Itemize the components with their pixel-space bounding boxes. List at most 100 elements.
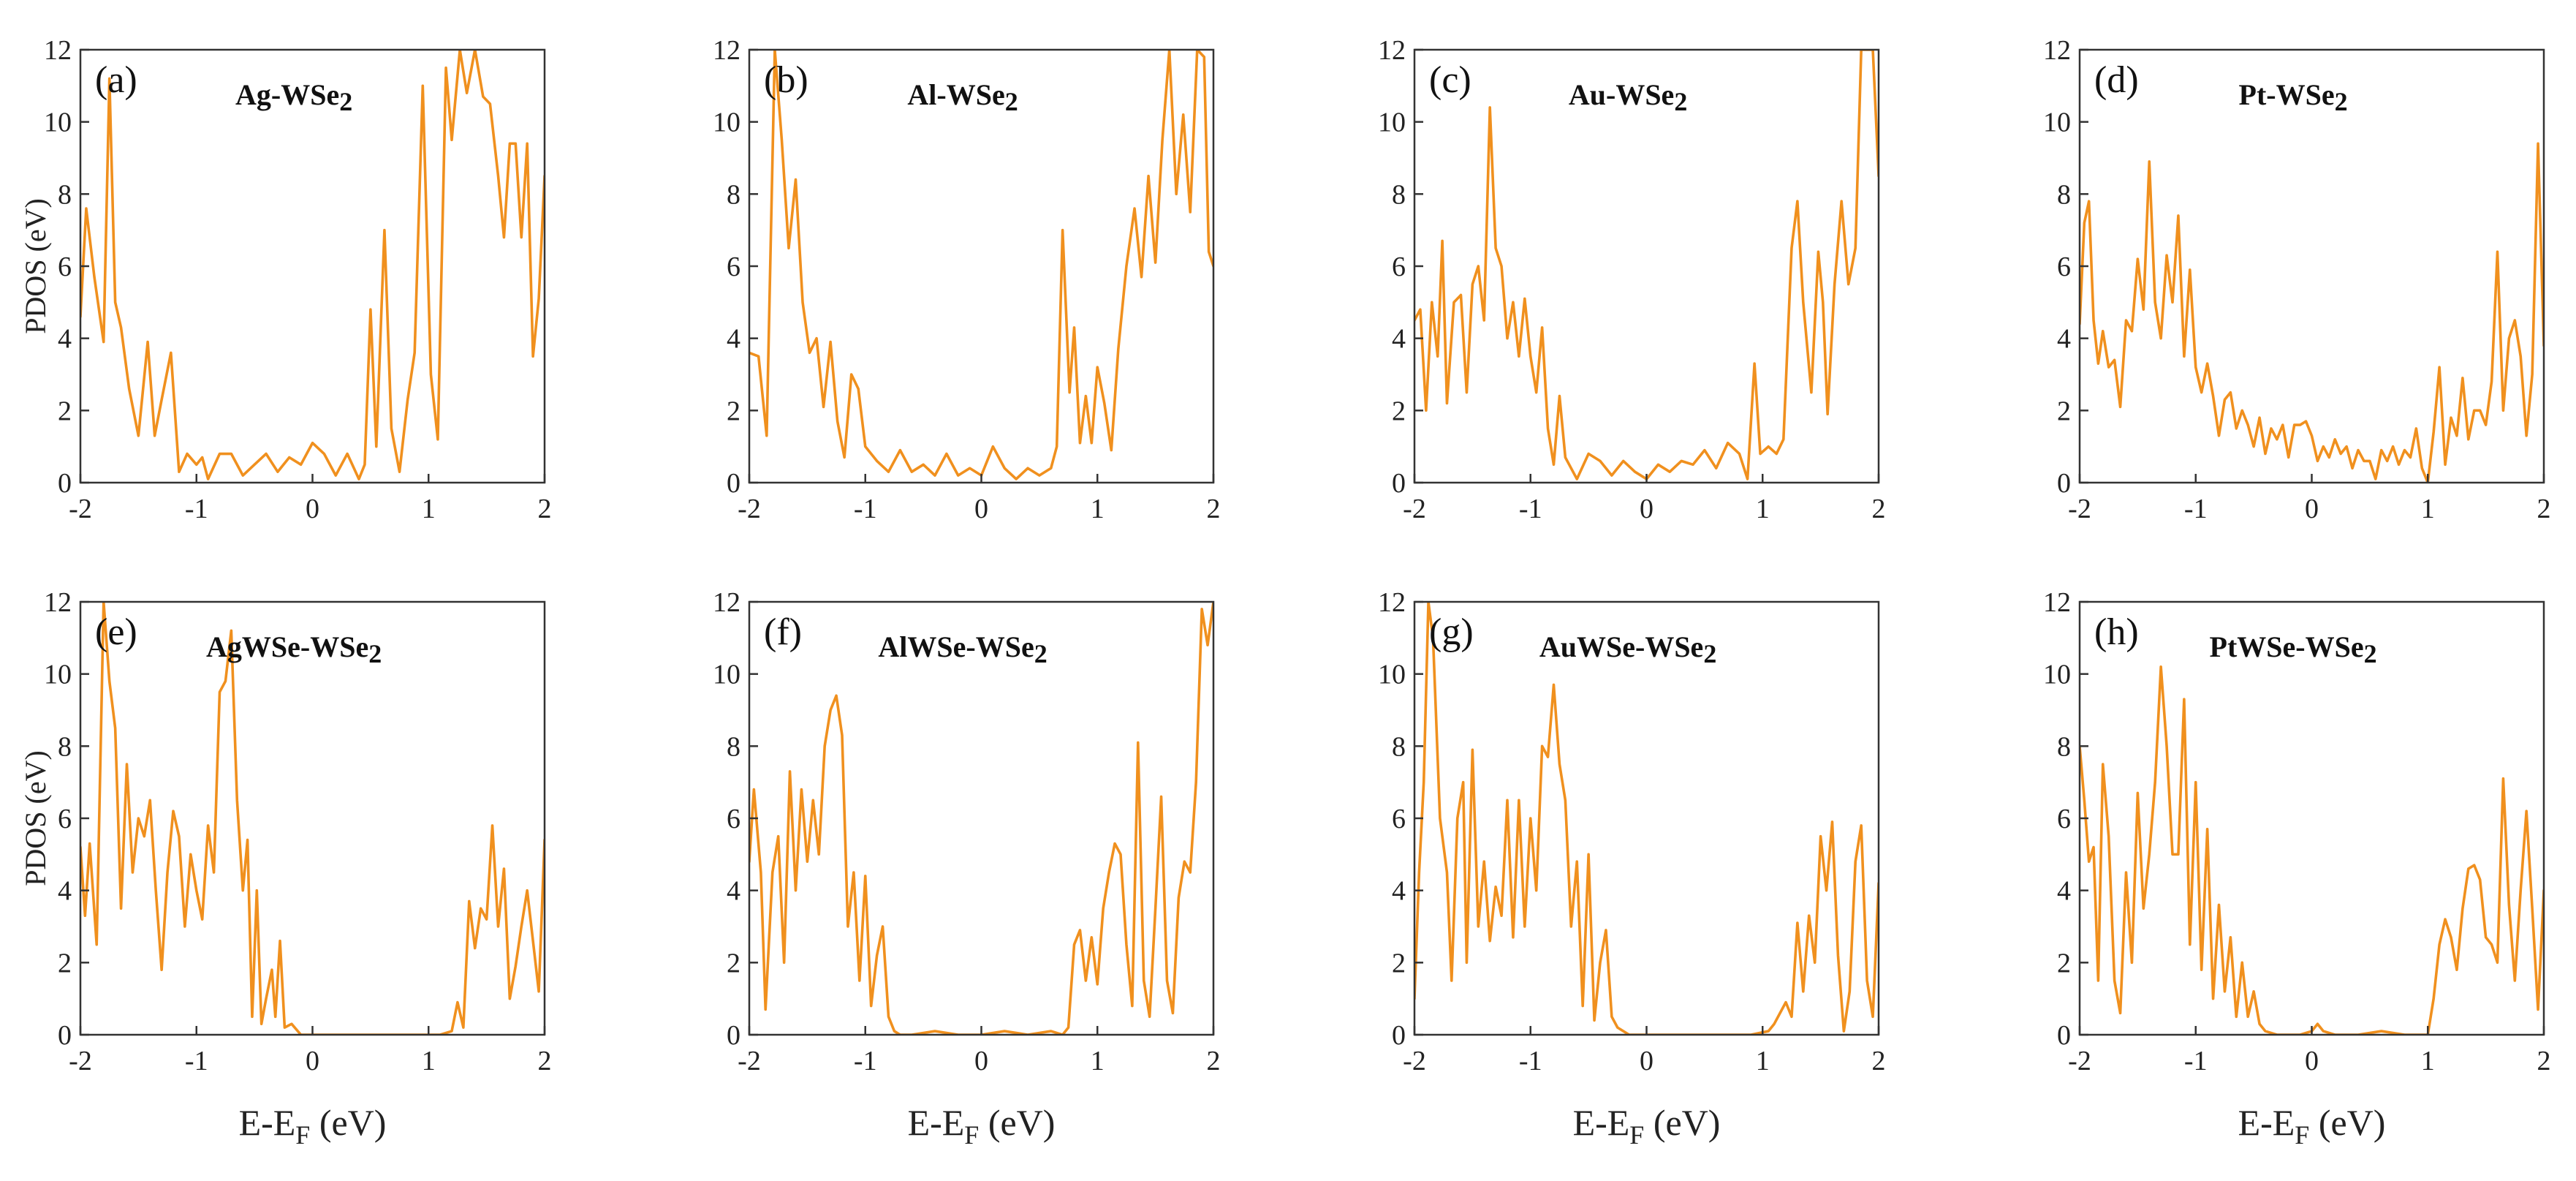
y-tick-label-h: 2 (2057, 948, 2071, 978)
y-tick-label-b: 12 (713, 35, 740, 66)
y-tick-label-g: 12 (1378, 587, 1406, 618)
system-label-main-h: PtWSe-WSe (2210, 630, 2364, 663)
x-tick-label-d: -1 (2184, 494, 2208, 524)
y-tick-label-h: 4 (2057, 876, 2071, 907)
x-tick-label-g: 0 (1640, 1046, 1653, 1076)
system-label-main-c: Au-WSe (1569, 78, 1674, 111)
y-tick-label-g: 4 (1392, 876, 1406, 907)
x-tick-label-c: 0 (1640, 494, 1653, 524)
y-tick-label-c: 12 (1378, 35, 1406, 66)
x-tick-label-e: -1 (185, 1046, 208, 1076)
x-tick-label-b: 0 (974, 494, 988, 524)
system-label-g: AuWSe-WSe2 (1539, 630, 1716, 668)
y-tick-label-e: 12 (44, 587, 72, 618)
system-label-main-g: AuWSe-WSe (1539, 630, 1703, 663)
x-axis-title-main-e: E-E (239, 1102, 296, 1143)
x-tick-label-a: 0 (306, 494, 319, 524)
system-label-main-d: Pt-WSe (2239, 78, 2335, 111)
y-tick-label-d: 4 (2057, 324, 2071, 355)
y-tick-label-h: 10 (2043, 660, 2071, 690)
x-tick-label-f: 0 (974, 1046, 988, 1076)
panel-letter-b: (b) (764, 59, 808, 101)
y-tick-label-c: 0 (1392, 468, 1406, 499)
x-axis-title-unit-f: (eV) (979, 1102, 1055, 1143)
series-line-d (2080, 142, 2544, 483)
y-tick-label-f: 8 (727, 731, 740, 762)
panel-letter-d: (d) (2094, 59, 2139, 101)
y-tick-label-a: 4 (58, 324, 72, 355)
y-axis-title-e: PDOS (eV) (19, 750, 52, 886)
system-label-sub-a: 2 (339, 87, 352, 116)
y-tick-label-b: 4 (727, 324, 740, 355)
x-tick-label-f: -2 (738, 1046, 761, 1076)
y-axis-title-a: PDOS (eV) (19, 198, 52, 334)
plot-frame-h (2078, 600, 2545, 1036)
y-tick-label-d: 6 (2057, 252, 2071, 282)
series-line-b (749, 50, 1213, 480)
y-tick-label-b: 6 (727, 252, 740, 282)
system-label-sub-g: 2 (1703, 639, 1716, 668)
system-label-a: Ag-WSe2 (235, 78, 352, 116)
x-axis-title-main-g: E-E (1573, 1102, 1630, 1143)
y-tick-label-e: 8 (58, 731, 72, 762)
y-tick-label-g: 8 (1392, 731, 1406, 762)
x-tick-label-f: 2 (1207, 1046, 1221, 1076)
y-tick-label-c: 6 (1392, 252, 1406, 282)
series-line-c (1414, 50, 1879, 480)
y-tick-label-h: 8 (2057, 731, 2071, 762)
system-label-main-a: Ag-WSe (235, 78, 339, 111)
x-tick-label-d: 2 (2537, 494, 2551, 524)
x-axis-title-f: E-EF (eV) (908, 1102, 1056, 1150)
y-tick-label-b: 2 (727, 396, 740, 426)
y-tick-label-a: 10 (44, 107, 72, 138)
system-label-sub-h: 2 (2364, 639, 2377, 668)
x-tick-label-b: 1 (1091, 494, 1105, 524)
y-tick-label-c: 4 (1392, 324, 1406, 355)
y-tick-label-c: 2 (1392, 396, 1406, 426)
y-tick-label-h: 0 (2057, 1020, 2071, 1051)
y-tick-label-c: 10 (1378, 107, 1406, 138)
x-axis-title-sub-f: F (964, 1120, 979, 1150)
x-tick-label-h: 2 (2537, 1046, 2551, 1076)
x-tick-label-g: -1 (1519, 1046, 1542, 1076)
system-label-sub-e: 2 (368, 639, 382, 668)
y-tick-label-d: 0 (2057, 468, 2071, 499)
x-axis-title-unit-g: (eV) (1644, 1102, 1720, 1143)
y-tick-label-f: 4 (727, 876, 740, 907)
plot-frame-c (1413, 48, 1880, 484)
y-tick-label-g: 0 (1392, 1020, 1406, 1051)
x-tick-label-c: 2 (1872, 494, 1886, 524)
system-label-c: Au-WSe2 (1569, 78, 1687, 116)
y-tick-label-d: 8 (2057, 179, 2071, 210)
x-tick-label-h: 0 (2305, 1046, 2319, 1076)
plot-frame-b (748, 48, 1215, 484)
x-tick-label-h: 1 (2421, 1046, 2435, 1076)
x-axis-title-unit-e: (eV) (310, 1102, 386, 1143)
plot-frame-a (79, 48, 546, 484)
plot-frame-g (1413, 600, 1880, 1036)
y-tick-label-d: 2 (2057, 396, 2071, 426)
x-axis-title-sub-e: F (295, 1120, 310, 1150)
x-tick-label-b: -1 (854, 494, 877, 524)
y-tick-label-e: 10 (44, 660, 72, 690)
x-tick-label-f: -1 (854, 1046, 877, 1076)
y-tick-label-d: 12 (2043, 35, 2071, 66)
x-tick-label-g: -2 (1403, 1046, 1426, 1076)
x-tick-label-c: 1 (1756, 494, 1770, 524)
x-axis-title-sub-g: F (1629, 1120, 1644, 1150)
x-axis-title-main-h: E-E (2238, 1102, 2295, 1143)
x-tick-label-d: 1 (2421, 494, 2435, 524)
system-label-main-f: AlWSe-WSe (878, 630, 1034, 663)
y-tick-label-a: 12 (44, 35, 72, 66)
system-label-sub-c: 2 (1674, 87, 1687, 116)
system-label-d: Pt-WSe2 (2239, 78, 2348, 116)
panel-letter-f: (f) (764, 611, 802, 653)
y-tick-label-f: 0 (727, 1020, 740, 1051)
x-tick-label-e: 2 (538, 1046, 552, 1076)
x-tick-label-a: 2 (538, 494, 552, 524)
